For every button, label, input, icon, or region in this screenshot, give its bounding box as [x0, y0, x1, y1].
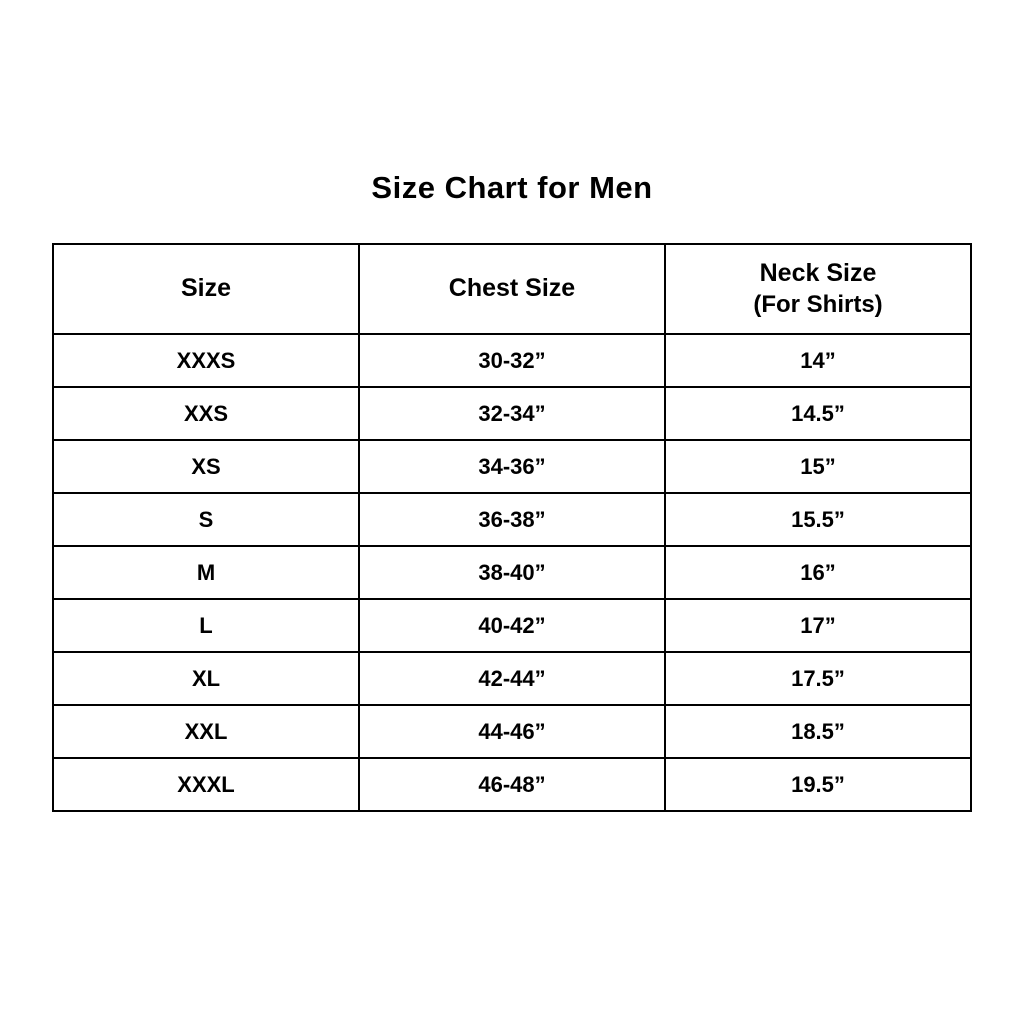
cell-neck: 17.5”	[664, 651, 972, 706]
cell-size: L	[52, 598, 360, 653]
column-header-neck: Neck Size (For Shirts)	[664, 243, 972, 335]
table-row: XS 34-36” 15”	[52, 439, 972, 494]
size-chart-table: Size Chest Size Neck Size (For Shirts) X…	[52, 243, 972, 812]
cell-size: M	[52, 545, 360, 600]
table-row: L 40-42” 17”	[52, 598, 972, 653]
cell-size: S	[52, 492, 360, 547]
table-row: S 36-38” 15.5”	[52, 492, 972, 547]
cell-neck: 19.5”	[664, 757, 972, 812]
cell-chest: 36-38”	[358, 492, 666, 547]
header-row: Size Chest Size Neck Size (For Shirts)	[52, 243, 972, 335]
column-header-size: Size	[52, 243, 360, 335]
cell-size: XS	[52, 439, 360, 494]
cell-neck: 15.5”	[664, 492, 972, 547]
table-row: XXL 44-46” 18.5”	[52, 704, 972, 759]
cell-neck: 14.5”	[664, 386, 972, 441]
cell-neck: 16”	[664, 545, 972, 600]
table-row: XXXL 46-48” 19.5”	[52, 757, 972, 812]
table-row: XXS 32-34” 14.5”	[52, 386, 972, 441]
cell-neck: 18.5”	[664, 704, 972, 759]
cell-size: XXS	[52, 386, 360, 441]
size-chart-header: Size Chest Size Neck Size (For Shirts)	[52, 243, 972, 335]
cell-chest: 46-48”	[358, 757, 666, 812]
cell-neck: 17”	[664, 598, 972, 653]
cell-size: XL	[52, 651, 360, 706]
size-table-body: XXXS 30-32” 14” XXS 32-34” 14.5” XS 34-36” 15” S 3…	[52, 333, 972, 812]
column-header-chest: Chest Size	[358, 243, 666, 335]
table-row: XL 42-44” 17.5”	[52, 651, 972, 706]
table-row: XXXS 30-32” 14”	[52, 333, 972, 388]
column-header-neck-line1: Neck Size	[759, 259, 877, 288]
cell-chest: 30-32”	[358, 333, 666, 388]
column-header-neck-line2: (For Shirts)	[753, 290, 883, 318]
cell-chest: 44-46”	[358, 704, 666, 759]
cell-size: XXL	[52, 704, 360, 759]
cell-neck: 14”	[664, 333, 972, 388]
cell-neck: 15”	[664, 439, 972, 494]
cell-size: XXXS	[52, 333, 360, 388]
cell-size: XXXL	[52, 757, 360, 812]
cell-chest: 40-42”	[358, 598, 666, 653]
cell-chest: 38-40”	[358, 545, 666, 600]
page-title: Size Chart for Men	[371, 170, 653, 205]
cell-chest: 42-44”	[358, 651, 666, 706]
cell-chest: 34-36”	[358, 439, 666, 494]
table-row: M 38-40” 16”	[52, 545, 972, 600]
cell-chest: 32-34”	[358, 386, 666, 441]
